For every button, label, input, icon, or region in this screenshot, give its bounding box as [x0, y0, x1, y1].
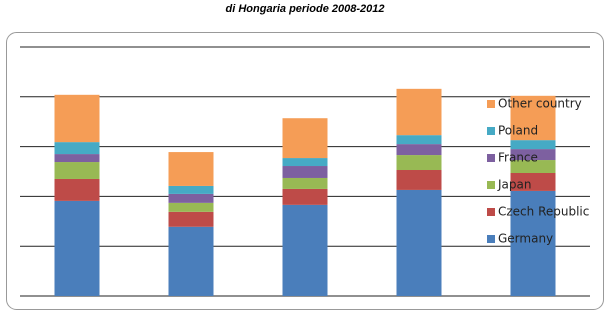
bar-segment [510, 160, 556, 173]
legend-label: Japan [497, 178, 531, 192]
legend-swatch [487, 100, 495, 108]
bar-segment [510, 149, 556, 161]
legend-swatch [487, 154, 495, 162]
legend-label: Germany [498, 232, 553, 246]
bar-segment [168, 211, 214, 227]
bar-segment [396, 155, 442, 171]
legend-label: Other country [498, 97, 582, 111]
bar-segment [282, 166, 328, 178]
bar-segment [282, 177, 328, 189]
bar-segment [168, 202, 214, 212]
bar-segment [396, 189, 442, 296]
legend-label: Poland [498, 124, 538, 138]
bar-segment [54, 142, 100, 155]
bar-segment [510, 95, 556, 141]
bar-segment [168, 185, 214, 194]
bar-segment [510, 140, 556, 150]
chart-title: di Hongaria periode 2008-2012 [226, 3, 385, 15]
bar-segment [54, 162, 100, 179]
legend-label: France [498, 151, 538, 165]
legend-swatch [487, 235, 495, 243]
legend-swatch [487, 127, 495, 135]
bar-segment [282, 188, 328, 205]
bar-segment [396, 170, 442, 190]
bar-segment [282, 118, 328, 159]
bar-segment [510, 190, 556, 296]
bar-segment [168, 226, 214, 296]
bar-segment [168, 152, 214, 186]
bar-segment [54, 178, 100, 201]
bar-segment [54, 154, 100, 163]
bar-segment [396, 88, 442, 136]
bar-segment [396, 144, 442, 156]
bar-segment [396, 135, 442, 145]
legend-label: Czech Republic [498, 205, 589, 219]
bar-segment [54, 94, 100, 143]
bar-segment [54, 200, 100, 296]
bar-segment [282, 158, 328, 167]
bar-segment [282, 204, 328, 296]
legend-swatch [487, 181, 495, 189]
bar-segment [168, 193, 214, 203]
legend-swatch [487, 208, 495, 216]
bar-segment [510, 172, 556, 191]
